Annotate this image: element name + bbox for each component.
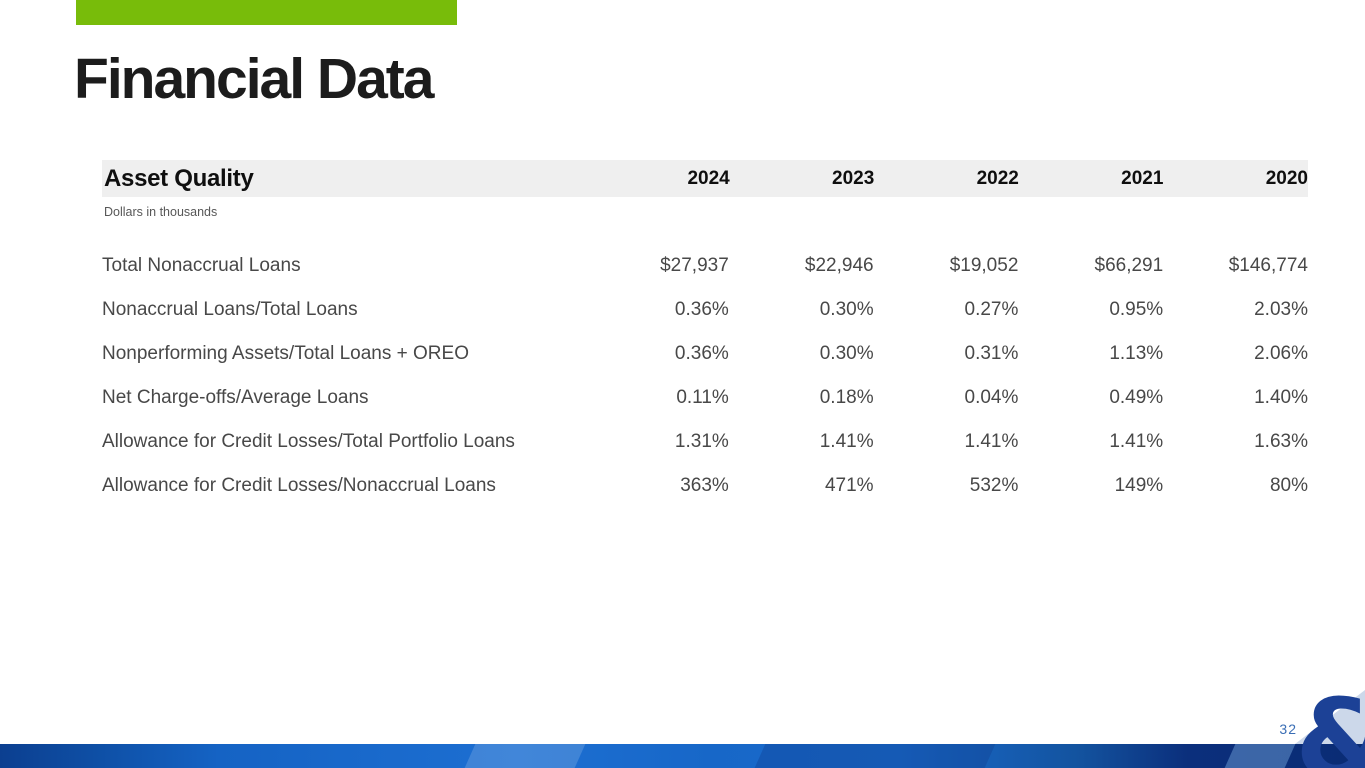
row-value: 363% [680,475,729,496]
row-value: 2.06% [1254,343,1308,364]
row-label: Allowance for Credit Losses/Nonaccrual L… [102,475,496,496]
column-header-2020: 2020 [1265,167,1309,189]
table-title: Asset Quality [104,164,254,192]
footer-band-streak [1224,744,1296,768]
table-row: Allowance for Credit Losses/Nonaccrual L… [102,464,1308,508]
asset-quality-table: Asset Quality 2024 2023 2022 2021 2020 D… [102,160,1308,508]
row-label: Total Nonaccrual Loans [102,255,301,276]
row-value: 1.41% [1109,431,1164,452]
column-header-2022: 2022 [976,167,1019,189]
row-label: Nonperforming Assets/Total Loans + OREO [102,343,469,364]
page-number: 32 [1279,721,1297,737]
row-label: Allowance for Credit Losses/Total Portfo… [102,431,515,452]
row-value: 0.04% [964,387,1019,408]
row-value: 80% [1269,475,1308,496]
row-value: 0.30% [819,343,874,364]
row-value: 1.40% [1254,387,1308,408]
row-value: $66,291 [1094,255,1164,276]
footer-blue-band [0,744,1365,768]
row-value: 0.18% [819,387,874,408]
row-value: 0.30% [819,299,874,320]
accent-green-bar [76,0,457,25]
row-value: $146,774 [1228,255,1308,276]
row-value: $27,937 [660,255,729,276]
row-value: 0.31% [964,343,1019,364]
row-value: 0.36% [674,343,729,364]
row-label: Nonaccrual Loans/Total Loans [102,299,358,320]
row-value: 0.36% [674,299,729,320]
row-value: 149% [1114,475,1164,496]
column-header-2023: 2023 [832,167,875,189]
row-value: $19,052 [949,255,1019,276]
footer-band-streak [754,744,996,768]
row-value: 0.11% [676,387,729,408]
row-value: 0.27% [964,299,1019,320]
row-value: 1.41% [819,431,874,452]
page-title: Financial Data [74,47,434,111]
table-header-row: Asset Quality 2024 2023 2022 2021 2020 [102,160,1308,197]
table-row: Nonaccrual Loans/Total Loans 0.36% 0.30% 0.… [102,288,1308,332]
table-row: Total Nonaccrual Loans $27,937 $22,946 $19,… [102,244,1308,288]
table-subtitle: Dollars in thousands [104,205,218,219]
row-value: 532% [969,475,1019,496]
row-value: 1.31% [674,431,729,452]
column-header-2024: 2024 [687,167,730,189]
row-value: 471% [824,475,874,496]
table-row: Allowance for Credit Losses/Total Portfo… [102,420,1308,464]
column-header-2021: 2021 [1121,167,1164,189]
row-value: 0.95% [1109,299,1164,320]
table-row: Nonperforming Assets/Total Loans + OREO 0… [102,332,1308,376]
table-body: Total Nonaccrual Loans $27,937 $22,946 $19,… [102,244,1308,508]
row-value: $22,946 [804,255,874,276]
ampersand-logo-icon: & [1295,684,1365,768]
row-value: 0.49% [1109,387,1164,408]
row-value: 1.63% [1254,431,1308,452]
row-value: 1.13% [1109,343,1164,364]
row-value: 2.03% [1254,299,1308,320]
row-label: Net Charge-offs/Average Loans [102,387,369,408]
table-row: Net Charge-offs/Average Loans 0.11% 0.18% 0… [102,376,1308,420]
footer-band-streak [464,744,586,768]
row-value: 1.41% [964,431,1019,452]
